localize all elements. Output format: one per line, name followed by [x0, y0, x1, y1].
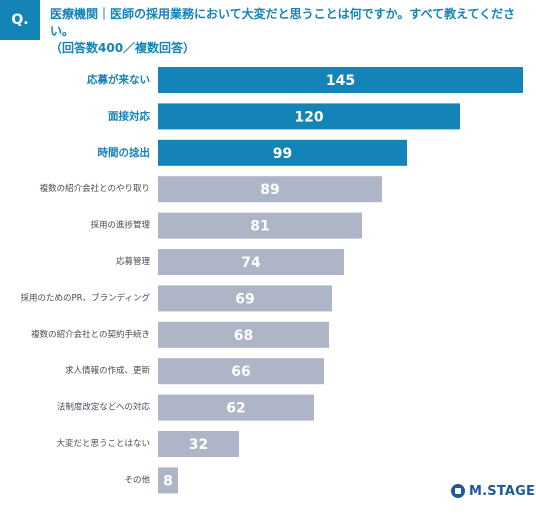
mstage-logo: M.STAGE — [451, 482, 535, 500]
question-badge: Q. — [0, 0, 40, 40]
value-label-8: 68 — [234, 328, 253, 344]
value-label-4: 89 — [260, 182, 279, 198]
category-label-4: 複数の紹介会社とのやり取り — [40, 183, 150, 194]
value-label-6: 74 — [241, 255, 261, 271]
value-label-5: 81 — [250, 219, 269, 235]
mstage-logo-text: M.STAGE — [469, 483, 536, 499]
value-label-12: 8 — [163, 473, 173, 489]
bar-4 — [158, 176, 382, 203]
value-label-11: 32 — [189, 437, 208, 453]
question-line-2: （回答数400／複数回答） — [50, 41, 196, 55]
bar-2 — [158, 103, 460, 130]
value-label-10: 62 — [226, 401, 245, 417]
value-label-2: 120 — [294, 109, 323, 125]
category-label-6: 応募管理 — [116, 256, 151, 267]
question-line-1: 医療機関｜医師の採用業務において大変だと思うことは何ですか。すべて教えてください… — [50, 7, 516, 38]
bar-10 — [158, 394, 314, 421]
category-label-11: 大変だと思うことはない — [56, 438, 150, 449]
category-label-3: 時間の捻出 — [98, 146, 151, 159]
bar-3 — [158, 139, 407, 166]
category-label-2: 面接対応 — [108, 109, 150, 122]
category-label-5: 採用の進捗管理 — [90, 220, 150, 231]
bar-8 — [158, 321, 329, 348]
category-label-8: 複数の紹介会社との契約手続き — [31, 329, 150, 340]
question-text: 医療機関｜医師の採用業務において大変だと思うことは何ですか。すべて教えてください… — [50, 6, 530, 57]
bar-6 — [158, 249, 344, 275]
bar-7 — [158, 285, 332, 312]
value-label-1: 145 — [326, 73, 355, 89]
value-label-9: 66 — [231, 364, 250, 380]
bar-5 — [158, 212, 362, 239]
category-label-1: 応募が来ない — [87, 73, 150, 86]
category-label-10: 法制度改定などへの対応 — [57, 402, 151, 413]
value-label-7: 69 — [235, 291, 254, 307]
category-label-12: その他 — [124, 474, 150, 485]
category-label-9: 求人情報の作成、更新 — [65, 365, 151, 376]
bar-11 — [158, 431, 239, 457]
value-label-3: 99 — [273, 146, 292, 162]
mstage-logo-icon — [451, 484, 465, 498]
bar-9 — [158, 358, 324, 385]
bar-12 — [158, 467, 178, 494]
bar-1 — [158, 67, 523, 93]
category-label-7: 採用のためのPR、ブランディング — [21, 292, 151, 303]
